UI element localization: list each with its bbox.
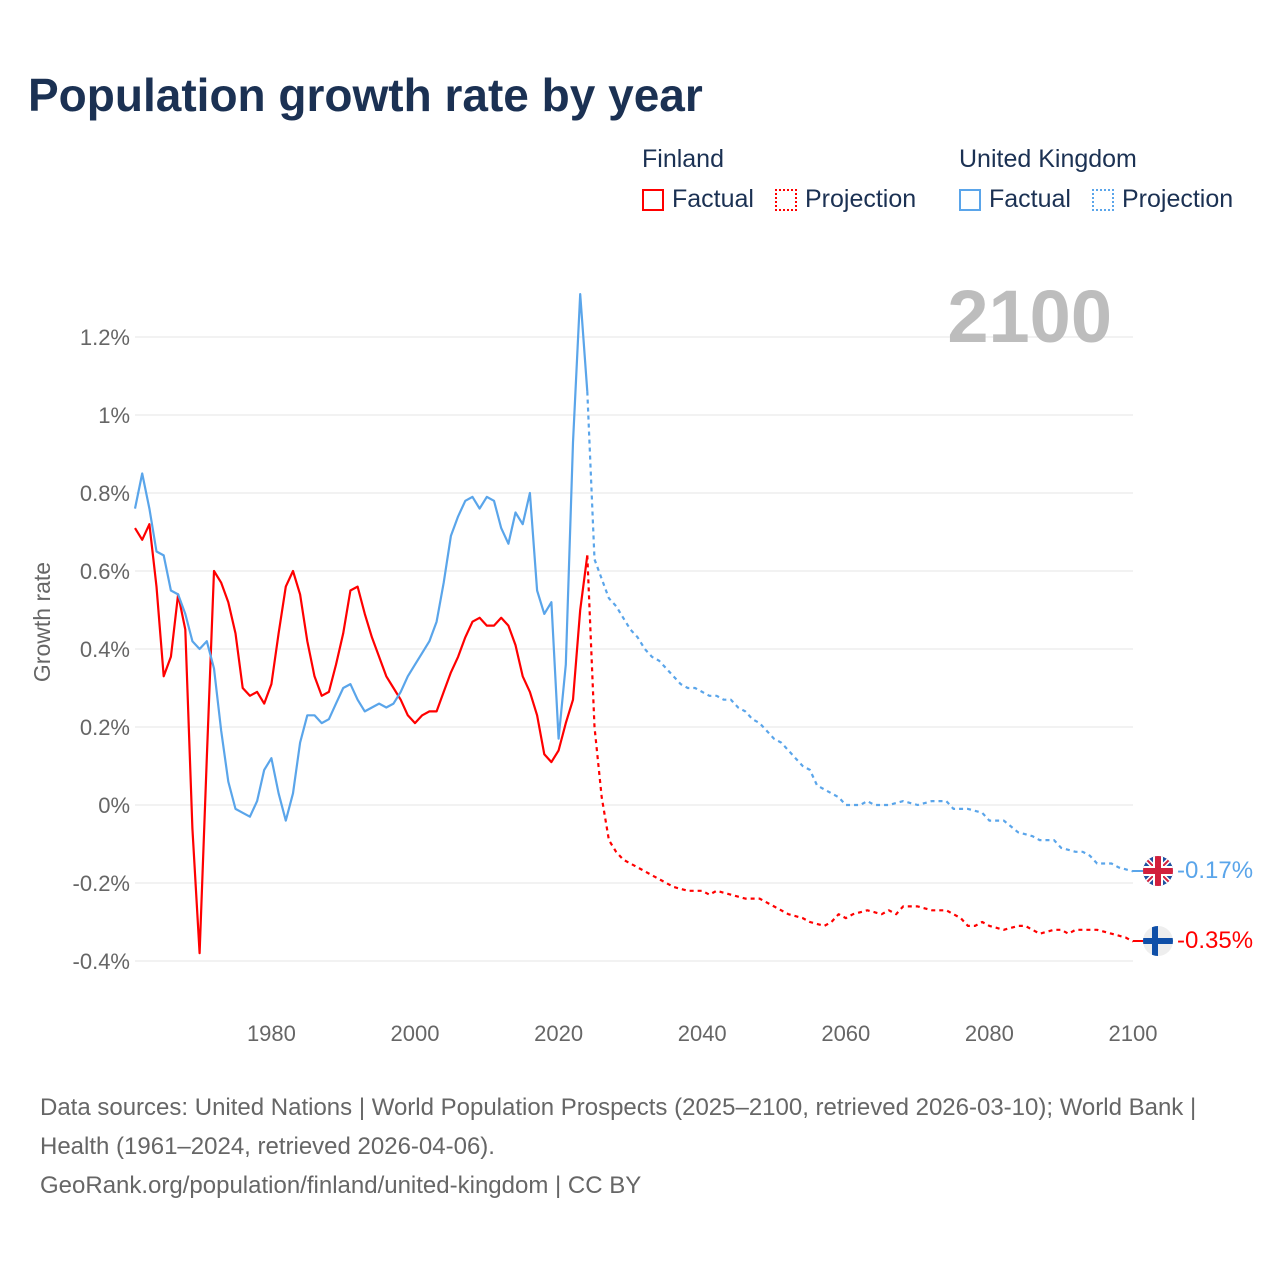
legend-swatch: [959, 188, 981, 211]
uk-end-value: -0.17%: [1177, 857, 1253, 884]
united-kingdom-factual-line: [133, 293, 589, 822]
y-tick-label: 1%: [98, 403, 130, 428]
finland-end-value: -0.35%: [1177, 927, 1253, 954]
y-tick-label: 0.6%: [80, 559, 130, 584]
line-chart: -0.4% -0.2% 0% 0.2% 0.4% 0.6% 0.8% 1% 1.2% 1980 20…: [29, 275, 1253, 1046]
uk-flag-icon: [1143, 856, 1173, 886]
finland-flag-icon: [1143, 926, 1173, 956]
legend-uk-factual[interactable]: Factual: [959, 185, 1071, 214]
y-tick-label: 0.4%: [80, 637, 130, 662]
x-tick-label: 2100: [1109, 1021, 1158, 1046]
finland-factual-line: [134, 523, 589, 955]
x-tick-label: 2040: [678, 1021, 727, 1046]
x-tick-label: 2080: [965, 1021, 1014, 1046]
united-kingdom-projection-line: [586, 391, 1134, 873]
y-tick-label: -0.2%: [73, 871, 130, 896]
x-tick-label: 2020: [534, 1021, 583, 1046]
legend-group-label: United Kingdom: [959, 145, 1137, 173]
legend-label: Projection: [1122, 185, 1234, 213]
year-overlay-label: 2100: [947, 275, 1112, 358]
finland-projection-line: [586, 555, 1134, 943]
y-tick-label: 1.2%: [80, 325, 130, 350]
legend-uk: United Kingdom Factual Projection: [959, 145, 1233, 213]
x-tick-label: 1980: [247, 1021, 296, 1046]
page-title: Population growth rate by year: [28, 69, 703, 121]
legend-label: Factual: [672, 185, 754, 213]
legend-uk-projection[interactable]: Projection: [1092, 185, 1233, 214]
legend-label: Projection: [805, 185, 917, 213]
legend-swatch: [642, 188, 664, 211]
attribution-link[interactable]: GeoRank.org/population/finland/united-ki…: [40, 1172, 642, 1199]
data-sources-text: Data sources: United Nations | World Pop…: [40, 1094, 1197, 1160]
y-tick-label: -0.4%: [73, 949, 130, 974]
legend-swatch: [775, 188, 797, 211]
legend-finland-factual[interactable]: Factual: [642, 185, 754, 214]
x-tick-label: 2060: [821, 1021, 870, 1046]
legend-finland-projection[interactable]: Projection: [775, 185, 916, 214]
legend-finland: Finland Factual Projection: [642, 145, 916, 213]
x-tick-label: 2000: [391, 1021, 440, 1046]
y-axis-label: Growth rate: [29, 562, 55, 682]
footer: Data sources: United Nations | World Pop…: [40, 1088, 1240, 1205]
legend-group-label: Finland: [642, 145, 724, 173]
legend-label: Factual: [989, 185, 1071, 213]
y-tick-label: 0%: [98, 793, 130, 818]
y-tick-label: 0.8%: [80, 481, 130, 506]
legend-swatch: [1092, 188, 1114, 211]
y-tick-label: 0.2%: [80, 715, 130, 740]
